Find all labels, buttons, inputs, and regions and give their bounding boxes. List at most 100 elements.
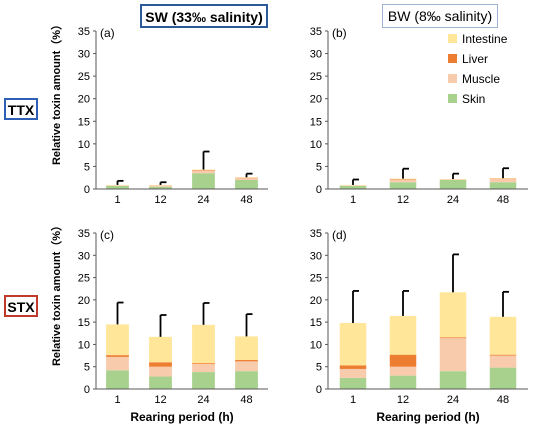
- legend-label-muscle: Muscle: [462, 72, 500, 86]
- y-tick-label: 0: [316, 384, 322, 396]
- y-tick-label: 30: [310, 250, 322, 262]
- bar-segment-liver: [390, 355, 417, 367]
- x-tick-label: 1: [114, 194, 120, 206]
- bar-segment-muscle: [490, 179, 517, 182]
- bar-segment-liver: [106, 355, 129, 357]
- y-tick-label: 10: [310, 339, 322, 351]
- bar-segment-skin: [235, 180, 258, 189]
- panel-tag: (d): [332, 228, 347, 242]
- bar-segment-muscle: [235, 361, 258, 371]
- x-axis-label: Rearing period (h): [130, 410, 233, 424]
- bar-segment-muscle: [390, 367, 417, 376]
- y-tick-label: 0: [316, 184, 322, 196]
- bar-segment-muscle: [340, 369, 367, 378]
- bar-segment-muscle: [192, 364, 215, 372]
- bar-segment-intestine: [106, 324, 129, 355]
- y-tick-label: 25: [310, 71, 322, 83]
- x-tick-label: 12: [154, 194, 166, 206]
- x-tick-label: 48: [497, 194, 509, 206]
- y-tick-label: 25: [78, 71, 90, 83]
- row-label-stx: STX: [4, 295, 38, 317]
- bar-segment-skin: [340, 378, 367, 389]
- bar-segment-skin: [440, 371, 467, 389]
- y-tick-label: 35: [78, 228, 90, 240]
- bar-segment-muscle: [149, 367, 172, 377]
- x-tick-label: 1: [350, 194, 356, 206]
- x-tick-label: 12: [154, 394, 166, 406]
- bar-segment-liver: [149, 362, 172, 366]
- bar-segment-skin: [106, 370, 129, 389]
- y-tick-label: 20: [310, 94, 322, 106]
- y-tick-label: 30: [78, 49, 90, 61]
- bar-segment-skin: [440, 180, 467, 189]
- y-tick-label: 5: [316, 161, 322, 173]
- legend-swatch-muscle: [448, 74, 457, 83]
- y-tick-label: 0: [84, 384, 90, 396]
- panel-tag: (b): [332, 26, 347, 40]
- y-tick-label: 20: [78, 295, 90, 307]
- x-tick-label: 1: [114, 394, 120, 406]
- x-tick-label: 12: [397, 194, 409, 206]
- bar-segment-muscle: [490, 356, 517, 368]
- bar-segment-skin: [235, 371, 258, 389]
- row-label-ttx: TTX: [4, 98, 38, 120]
- condition-label-sw: SW (33‰ salinity): [140, 4, 268, 28]
- y-tick-label: 10: [78, 339, 90, 351]
- bar-segment-intestine: [390, 316, 417, 355]
- bar-segment-intestine: [340, 323, 367, 365]
- bar-segment-liver: [192, 363, 215, 364]
- bar-segment-muscle: [149, 185, 172, 186]
- legend-label-intestine: Intestine: [462, 32, 508, 46]
- y-tick-label: 15: [310, 317, 322, 329]
- y-tick-label: 20: [310, 295, 322, 307]
- y-tick-label: 0: [84, 184, 90, 196]
- x-tick-label: 24: [197, 394, 209, 406]
- x-tick-label: 24: [197, 194, 209, 206]
- x-tick-label: 48: [240, 394, 252, 406]
- y-tick-label: 30: [78, 250, 90, 262]
- y-tick-label: 15: [78, 317, 90, 329]
- bar-segment-skin: [192, 372, 215, 389]
- bar-segment-liver: [340, 365, 367, 369]
- panel-tag: (a): [100, 26, 115, 40]
- bar-segment-skin: [390, 182, 417, 189]
- y-tick-label: 15: [78, 116, 90, 128]
- y-tick-label: 5: [316, 362, 322, 374]
- bar-segment-intestine: [440, 292, 467, 337]
- bar-segment-muscle: [192, 170, 215, 173]
- bar-segment-muscle: [390, 180, 417, 183]
- bar-segment-intestine: [490, 317, 517, 355]
- y-tick-label: 35: [310, 228, 322, 240]
- y-axis-label: Relative toxin amount（%）: [50, 220, 63, 366]
- bar-segment-muscle: [106, 357, 129, 370]
- condition-label-bw: BW (8‰ salinity): [382, 4, 498, 28]
- y-tick-label: 35: [310, 26, 322, 38]
- bar-segment-skin: [390, 376, 417, 389]
- bar-segment-intestine: [235, 336, 258, 360]
- bar-segment-liver: [440, 337, 467, 338]
- bar-segment-liver: [235, 360, 258, 361]
- y-tick-label: 10: [310, 139, 322, 151]
- panel-tag: (c): [100, 228, 114, 242]
- bar-segment-intestine: [192, 325, 215, 363]
- y-tick-label: 15: [310, 116, 322, 128]
- legend-swatch-intestine: [448, 34, 457, 43]
- bar-segment-muscle: [440, 338, 467, 371]
- bar-segment-skin: [490, 368, 517, 389]
- y-tick-label: 30: [310, 49, 322, 61]
- bar-segment-liver: [490, 355, 517, 356]
- bar-segment-skin: [149, 377, 172, 389]
- x-axis-label: Rearing period (h): [376, 410, 479, 424]
- legend-swatch-skin: [448, 94, 457, 103]
- bar-segment-intestine: [149, 337, 172, 362]
- x-tick-label: 24: [447, 194, 459, 206]
- legend-swatch-liver: [448, 54, 457, 63]
- y-tick-label: 25: [78, 273, 90, 285]
- y-tick-label: 10: [78, 139, 90, 151]
- bar-segment-skin: [192, 173, 215, 189]
